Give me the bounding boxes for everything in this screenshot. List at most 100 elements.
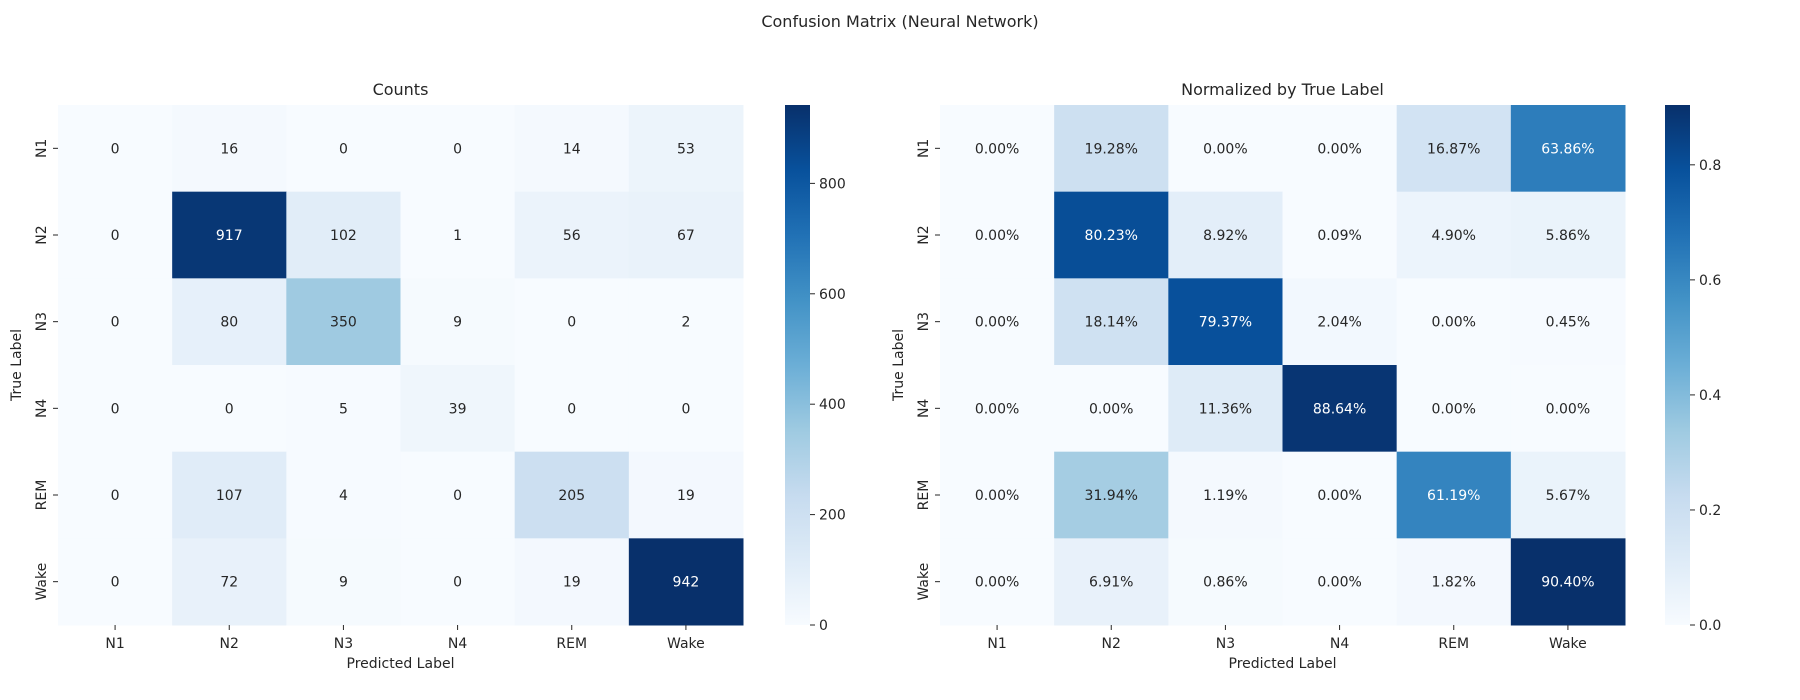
heatmap-cell <box>1396 365 1512 453</box>
colorbar-tick-label: 600 <box>819 287 846 303</box>
cell-value-label: 56 <box>563 228 581 244</box>
heatmap-cell <box>1054 191 1169 279</box>
cell-value-label: 16 <box>220 141 238 157</box>
heatmap-cell <box>514 105 630 193</box>
cell-value-label: 205 <box>558 488 585 504</box>
cell-value-label: 90.40% <box>1541 575 1594 591</box>
colorbar-tick-label: 0.0 <box>1699 618 1721 634</box>
heatmap-cell <box>172 278 287 366</box>
heatmap-cell <box>628 538 744 626</box>
cell-value-label: 0.00% <box>975 401 1019 417</box>
cell-value-label: 0 <box>111 315 120 331</box>
colorbar-tick-label: 400 <box>819 397 846 413</box>
x-tick-label: N2 <box>220 636 239 652</box>
heatmap-cell <box>940 191 1055 279</box>
cell-value-label: 18.14% <box>1085 315 1138 331</box>
heatmap-cell <box>172 105 287 193</box>
cell-value-label: 0.09% <box>1317 228 1361 244</box>
x-axis-label: Predicted Label <box>347 656 455 672</box>
cell-value-label: 39 <box>449 401 467 417</box>
cell-value-label: 61.19% <box>1427 488 1480 504</box>
heatmap-cell <box>286 278 401 366</box>
y-tick-label: Wake <box>34 563 50 601</box>
cell-value-label: 16.87% <box>1427 141 1480 157</box>
cell-value-label: 63.86% <box>1541 141 1594 157</box>
cell-value-label: 0.00% <box>975 575 1019 591</box>
cell-value-label: 67 <box>677 228 695 244</box>
x-tick-label: N1 <box>987 636 1006 652</box>
cell-value-label: 102 <box>330 228 357 244</box>
x-tick-label: REM <box>556 636 587 652</box>
heatmap-cell <box>286 105 401 193</box>
heatmap-cell <box>628 105 744 193</box>
cell-value-label: 0.00% <box>975 141 1019 157</box>
cell-value-label: 0 <box>567 401 576 417</box>
heatmap-cell <box>1396 538 1512 626</box>
heatmap-cell <box>1168 191 1283 279</box>
heatmap-cell <box>1168 451 1283 539</box>
heatmap-cell <box>172 451 287 539</box>
cell-value-label: 0 <box>111 141 120 157</box>
x-tick-label: N2 <box>1102 636 1121 652</box>
colorbar-tick-label: 200 <box>819 508 846 524</box>
cell-value-label: 19.28% <box>1085 141 1138 157</box>
heatmap-cell <box>1510 365 1626 453</box>
heatmap-cell <box>940 365 1055 453</box>
heatmap-cell <box>940 105 1055 193</box>
cell-value-label: 0.00% <box>1432 401 1476 417</box>
cell-value-label: 107 <box>216 488 243 504</box>
cell-value-label: 0.00% <box>975 488 1019 504</box>
x-tick-label: Wake <box>667 636 705 652</box>
y-axis-label: True Label <box>891 329 907 402</box>
colorbar <box>785 105 810 625</box>
cell-value-label: 0 <box>339 141 348 157</box>
cell-value-label: 9 <box>453 315 462 331</box>
cell-value-label: 88.64% <box>1313 401 1366 417</box>
y-axis-label: True Label <box>9 329 25 402</box>
x-tick-label: Wake <box>1549 636 1587 652</box>
heatmap-cell <box>1282 278 1398 366</box>
heatmap-cell <box>400 365 516 453</box>
colorbar <box>1665 105 1690 625</box>
heatmap-cell <box>58 538 173 626</box>
cell-value-label: 0 <box>225 401 234 417</box>
heatmap-cell <box>1510 451 1626 539</box>
cell-value-label: 80.23% <box>1085 228 1138 244</box>
y-tick-label: N1 <box>34 139 50 158</box>
heatmap-cell <box>514 278 630 366</box>
y-tick-label: N3 <box>34 312 50 331</box>
heatmap-cell <box>172 191 287 279</box>
x-tick-label: N3 <box>1216 636 1235 652</box>
heatmap-cell <box>1396 451 1512 539</box>
colorbar-tick-label: 0 <box>819 618 828 634</box>
y-tick-label: N2 <box>916 225 932 244</box>
heatmap-cell <box>1510 538 1626 626</box>
cell-value-label: 0 <box>567 315 576 331</box>
heatmap-cell <box>1168 278 1283 366</box>
heatmap-cell <box>286 538 401 626</box>
cell-value-label: 8.92% <box>1203 228 1247 244</box>
x-axis-label: Predicted Label <box>1229 656 1337 672</box>
colorbar-tick-label: 0.8 <box>1699 158 1721 174</box>
colorbar-tick-label: 0.4 <box>1699 388 1721 404</box>
cell-value-label: 11.36% <box>1199 401 1252 417</box>
cell-value-label: 2 <box>681 315 690 331</box>
x-tick-label: N1 <box>105 636 124 652</box>
cell-value-label: 0.00% <box>1317 575 1361 591</box>
cell-value-label: 0.00% <box>975 315 1019 331</box>
cell-value-label: 5.67% <box>1546 488 1590 504</box>
heatmap-cell <box>1396 278 1512 366</box>
heatmap-cell <box>514 538 630 626</box>
colorbar-tick-label: 0.2 <box>1699 503 1721 519</box>
cell-value-label: 2.04% <box>1317 315 1361 331</box>
cell-value-label: 0.00% <box>1317 488 1361 504</box>
heatmap-cell <box>1510 278 1626 366</box>
cell-value-label: 0 <box>681 401 690 417</box>
heatmap-cell <box>514 365 630 453</box>
heatmap-cell <box>940 538 1055 626</box>
y-tick-label: REM <box>916 480 932 511</box>
cell-value-label: 0.00% <box>1203 141 1247 157</box>
heatmap-cell <box>286 451 401 539</box>
